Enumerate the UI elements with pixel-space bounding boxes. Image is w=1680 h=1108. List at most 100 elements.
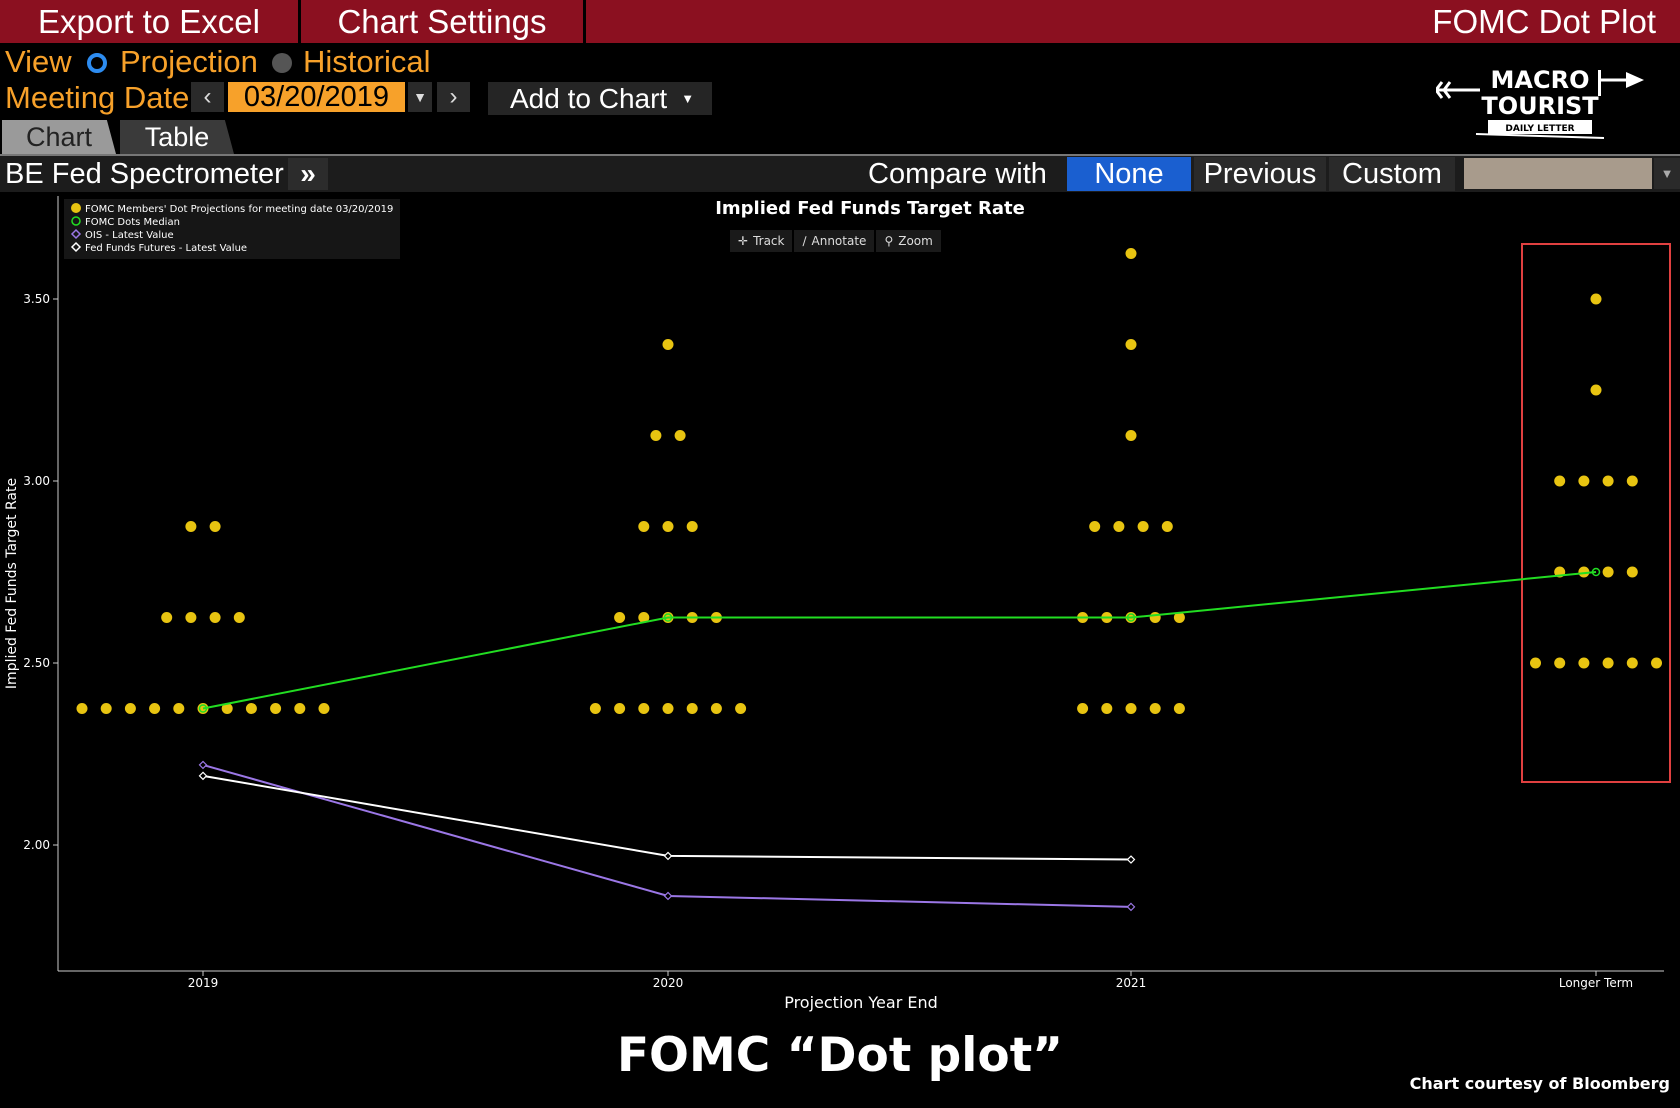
dot-plot-chart[interactable]: 2.00 2.50 3.00 3.50 2019 2020 2021 Longer Term P… (0, 192, 1680, 1022)
fomc-dot (161, 612, 173, 623)
next-date-button[interactable]: › (437, 82, 470, 112)
logo-line1: MACRO (1491, 66, 1590, 94)
expand-button[interactable]: » (288, 158, 328, 190)
historical-radio-label[interactable]: Historical (303, 44, 431, 79)
x-tick-label: 2020 (653, 976, 684, 990)
fomc-dot (686, 703, 698, 714)
legend-item-ois: OIS - Latest Value (70, 228, 174, 243)
series-marker (1126, 855, 1136, 864)
date-dropdown-button[interactable]: ▼ (408, 82, 432, 112)
caret-down-icon: ▼ (413, 89, 427, 105)
fomc-dot (1173, 703, 1185, 714)
y-tick-label: 3.00 (23, 474, 50, 488)
fomc-dot (1161, 521, 1173, 532)
caret-down-icon: ▼ (1660, 166, 1674, 181)
fomc-dot (1590, 293, 1602, 305)
legend-label: FOMC Dots Median (85, 217, 180, 228)
fomc-dot (76, 703, 88, 714)
projection-radio[interactable] (87, 53, 107, 73)
fomc-dot (638, 612, 650, 623)
series-marker (663, 891, 673, 901)
meeting-date-label: Meeting Date (5, 80, 190, 115)
fomc-dot (1530, 657, 1541, 669)
fomc-dot (1602, 475, 1614, 487)
chart-title: Implied Fed Funds Target Rate (715, 198, 1025, 219)
y-tick-label: 2.50 (23, 656, 50, 670)
highlight-box (1521, 243, 1671, 783)
fomc-dot (1089, 521, 1101, 532)
fomc-dot (662, 703, 674, 714)
fomc-dot (1173, 612, 1185, 623)
series-line (202, 763, 1132, 908)
fomc-dot (185, 521, 197, 532)
fomc-dot (662, 339, 674, 350)
crosshair-icon: ✛ (738, 234, 749, 248)
custom-color-swatch[interactable] (1464, 158, 1652, 189)
spectrometer-label[interactable]: BE Fed Spectrometer (5, 157, 284, 190)
fomc-dot (662, 521, 674, 532)
diamond-legend-icon (70, 228, 82, 243)
chart-settings-button[interactable]: Chart Settings (301, 0, 586, 43)
annotate-label: Annotate (811, 234, 867, 248)
fomc-dot (614, 612, 626, 623)
chart-tools: ✛ Track ∕ Annotate ⚲ Zoom (730, 230, 941, 252)
fomc-dot (686, 521, 698, 532)
series-marker (663, 851, 673, 861)
x-tick-label: Longer Term (1559, 976, 1633, 990)
fomc-dot (1077, 703, 1089, 714)
fomc-dot (1590, 384, 1602, 396)
fomc-dot (1125, 339, 1137, 350)
fomc-dot (1101, 703, 1113, 714)
chart-legend: FOMC Members' Dot Projections for meetin… (64, 199, 400, 259)
fomc-dot (294, 703, 306, 714)
fomc-dot (1602, 657, 1614, 669)
fomc-dot (209, 612, 221, 623)
compare-previous-button[interactable]: Previous (1194, 157, 1326, 191)
projection-radio-label[interactable]: Projection (120, 44, 258, 79)
x-tick-label: 2021 (1116, 976, 1147, 990)
median-marker (663, 613, 673, 622)
track-button[interactable]: ✛ Track (730, 230, 793, 252)
compare-none-button[interactable]: None (1067, 157, 1191, 191)
legend-item-futures: Fed Funds Futures - Latest Value (70, 241, 247, 256)
chart-axes: 2.00 2.50 3.00 3.50 2019 2020 2021 Longer Term P… (4, 196, 1664, 1012)
x-tick-label: 2019 (188, 976, 219, 990)
compare-custom-button[interactable]: Custom (1329, 157, 1455, 191)
fomc-dot (1651, 657, 1662, 669)
historical-radio[interactable] (272, 53, 292, 73)
add-to-chart-dropdown[interactable]: Add to Chart ▼ (488, 82, 712, 115)
fomc-dot (614, 703, 626, 714)
export-to-excel-button[interactable]: Export to Excel (0, 0, 301, 43)
fomc-dot (1626, 657, 1638, 669)
fomc-dot (221, 703, 233, 714)
series-marker (198, 771, 208, 781)
fomc-dot (710, 703, 722, 714)
tab-chart[interactable]: Chart (2, 120, 116, 154)
fomc-dot (589, 703, 601, 714)
meeting-date-field[interactable]: 03/20/2019 (228, 81, 405, 113)
fomc-dot (318, 703, 330, 714)
fomc-dot (100, 703, 112, 714)
legend-label: FOMC Members' Dot Projections for meetin… (85, 204, 394, 215)
circle-legend-icon (70, 215, 82, 230)
fomc-dot (149, 703, 161, 714)
zoom-button[interactable]: ⚲ Zoom (876, 230, 941, 252)
series-marker (198, 760, 208, 770)
fomc-dot (735, 703, 747, 714)
tab-table[interactable]: Table (120, 120, 234, 154)
y-tick-label: 2.00 (23, 838, 50, 852)
fomc-dot (638, 521, 650, 532)
custom-dropdown-button[interactable]: ▼ (1654, 158, 1680, 189)
pencil-icon: ∕ (802, 234, 807, 248)
fomc-dot (173, 703, 185, 714)
fomc-dot (270, 703, 282, 714)
fomc-dot (674, 430, 686, 441)
previous-date-button[interactable]: ‹ (191, 82, 224, 112)
fomc-dot (1578, 657, 1590, 669)
magnifier-icon: ⚲ (884, 234, 894, 248)
footer-title: FOMC “Dot plot” (616, 1028, 1064, 1083)
annotate-button[interactable]: ∕ Annotate (794, 230, 875, 252)
logo-line3: DAILY LETTER (1505, 124, 1574, 134)
compare-with-label: Compare with (868, 157, 1047, 190)
fomc-dot (1554, 657, 1566, 669)
